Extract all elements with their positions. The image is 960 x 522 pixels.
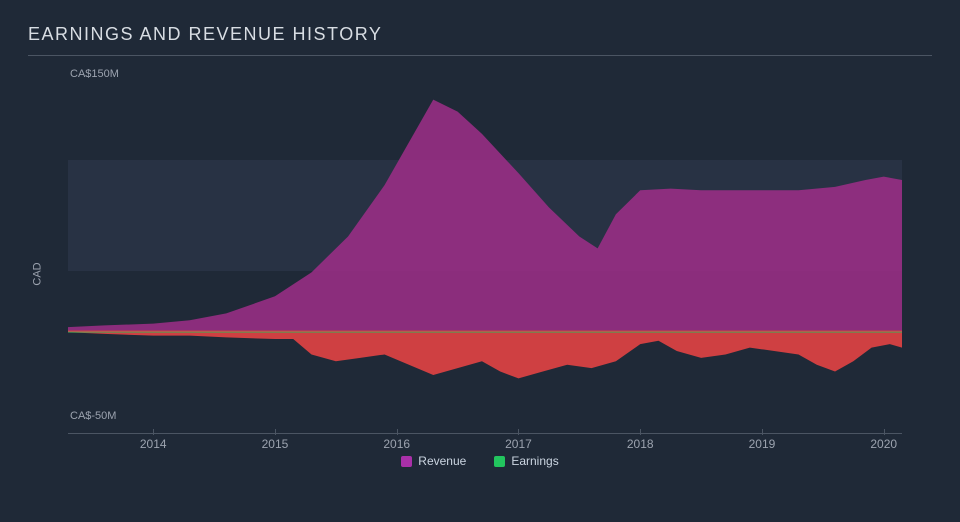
legend-item-earnings: Earnings [494,454,558,468]
xtick-mark [518,429,519,435]
plot-area: CA$150M CA$-50M [68,74,902,416]
xtick-mark [640,429,641,435]
xtick-mark [153,429,154,435]
xtick-mark [275,429,276,435]
revenue-area [68,100,902,331]
chart-container: EARNINGS AND REVENUE HISTORY CAD CA$150M… [0,0,960,522]
legend-item-revenue: Revenue [401,454,466,468]
xtick-mark [397,429,398,435]
xtick-label: 2019 [749,437,776,451]
legend-label-revenue: Revenue [418,454,466,468]
legend-swatch-earnings [494,456,505,467]
xtick-label: 2017 [505,437,532,451]
xtick-mark [762,429,763,435]
earnings-area [68,331,902,379]
legend: Revenue Earnings [28,454,932,468]
xtick-label: 2014 [140,437,167,451]
xtick-label: 2020 [870,437,897,451]
plot-svg [68,74,902,416]
y-axis-label: CAD [32,262,44,285]
legend-label-earnings: Earnings [511,454,558,468]
xtick-label: 2016 [383,437,410,451]
xtick-label: 2015 [262,437,289,451]
xtick-label: 2018 [627,437,654,451]
xtick-mark [884,429,885,435]
chart-wrap: CAD CA$150M CA$-50M 20142015201620172018… [28,74,932,474]
legend-swatch-revenue [401,456,412,467]
chart-title: EARNINGS AND REVENUE HISTORY [28,24,932,56]
x-axis: 2014201520162017201820192020 [68,433,902,434]
